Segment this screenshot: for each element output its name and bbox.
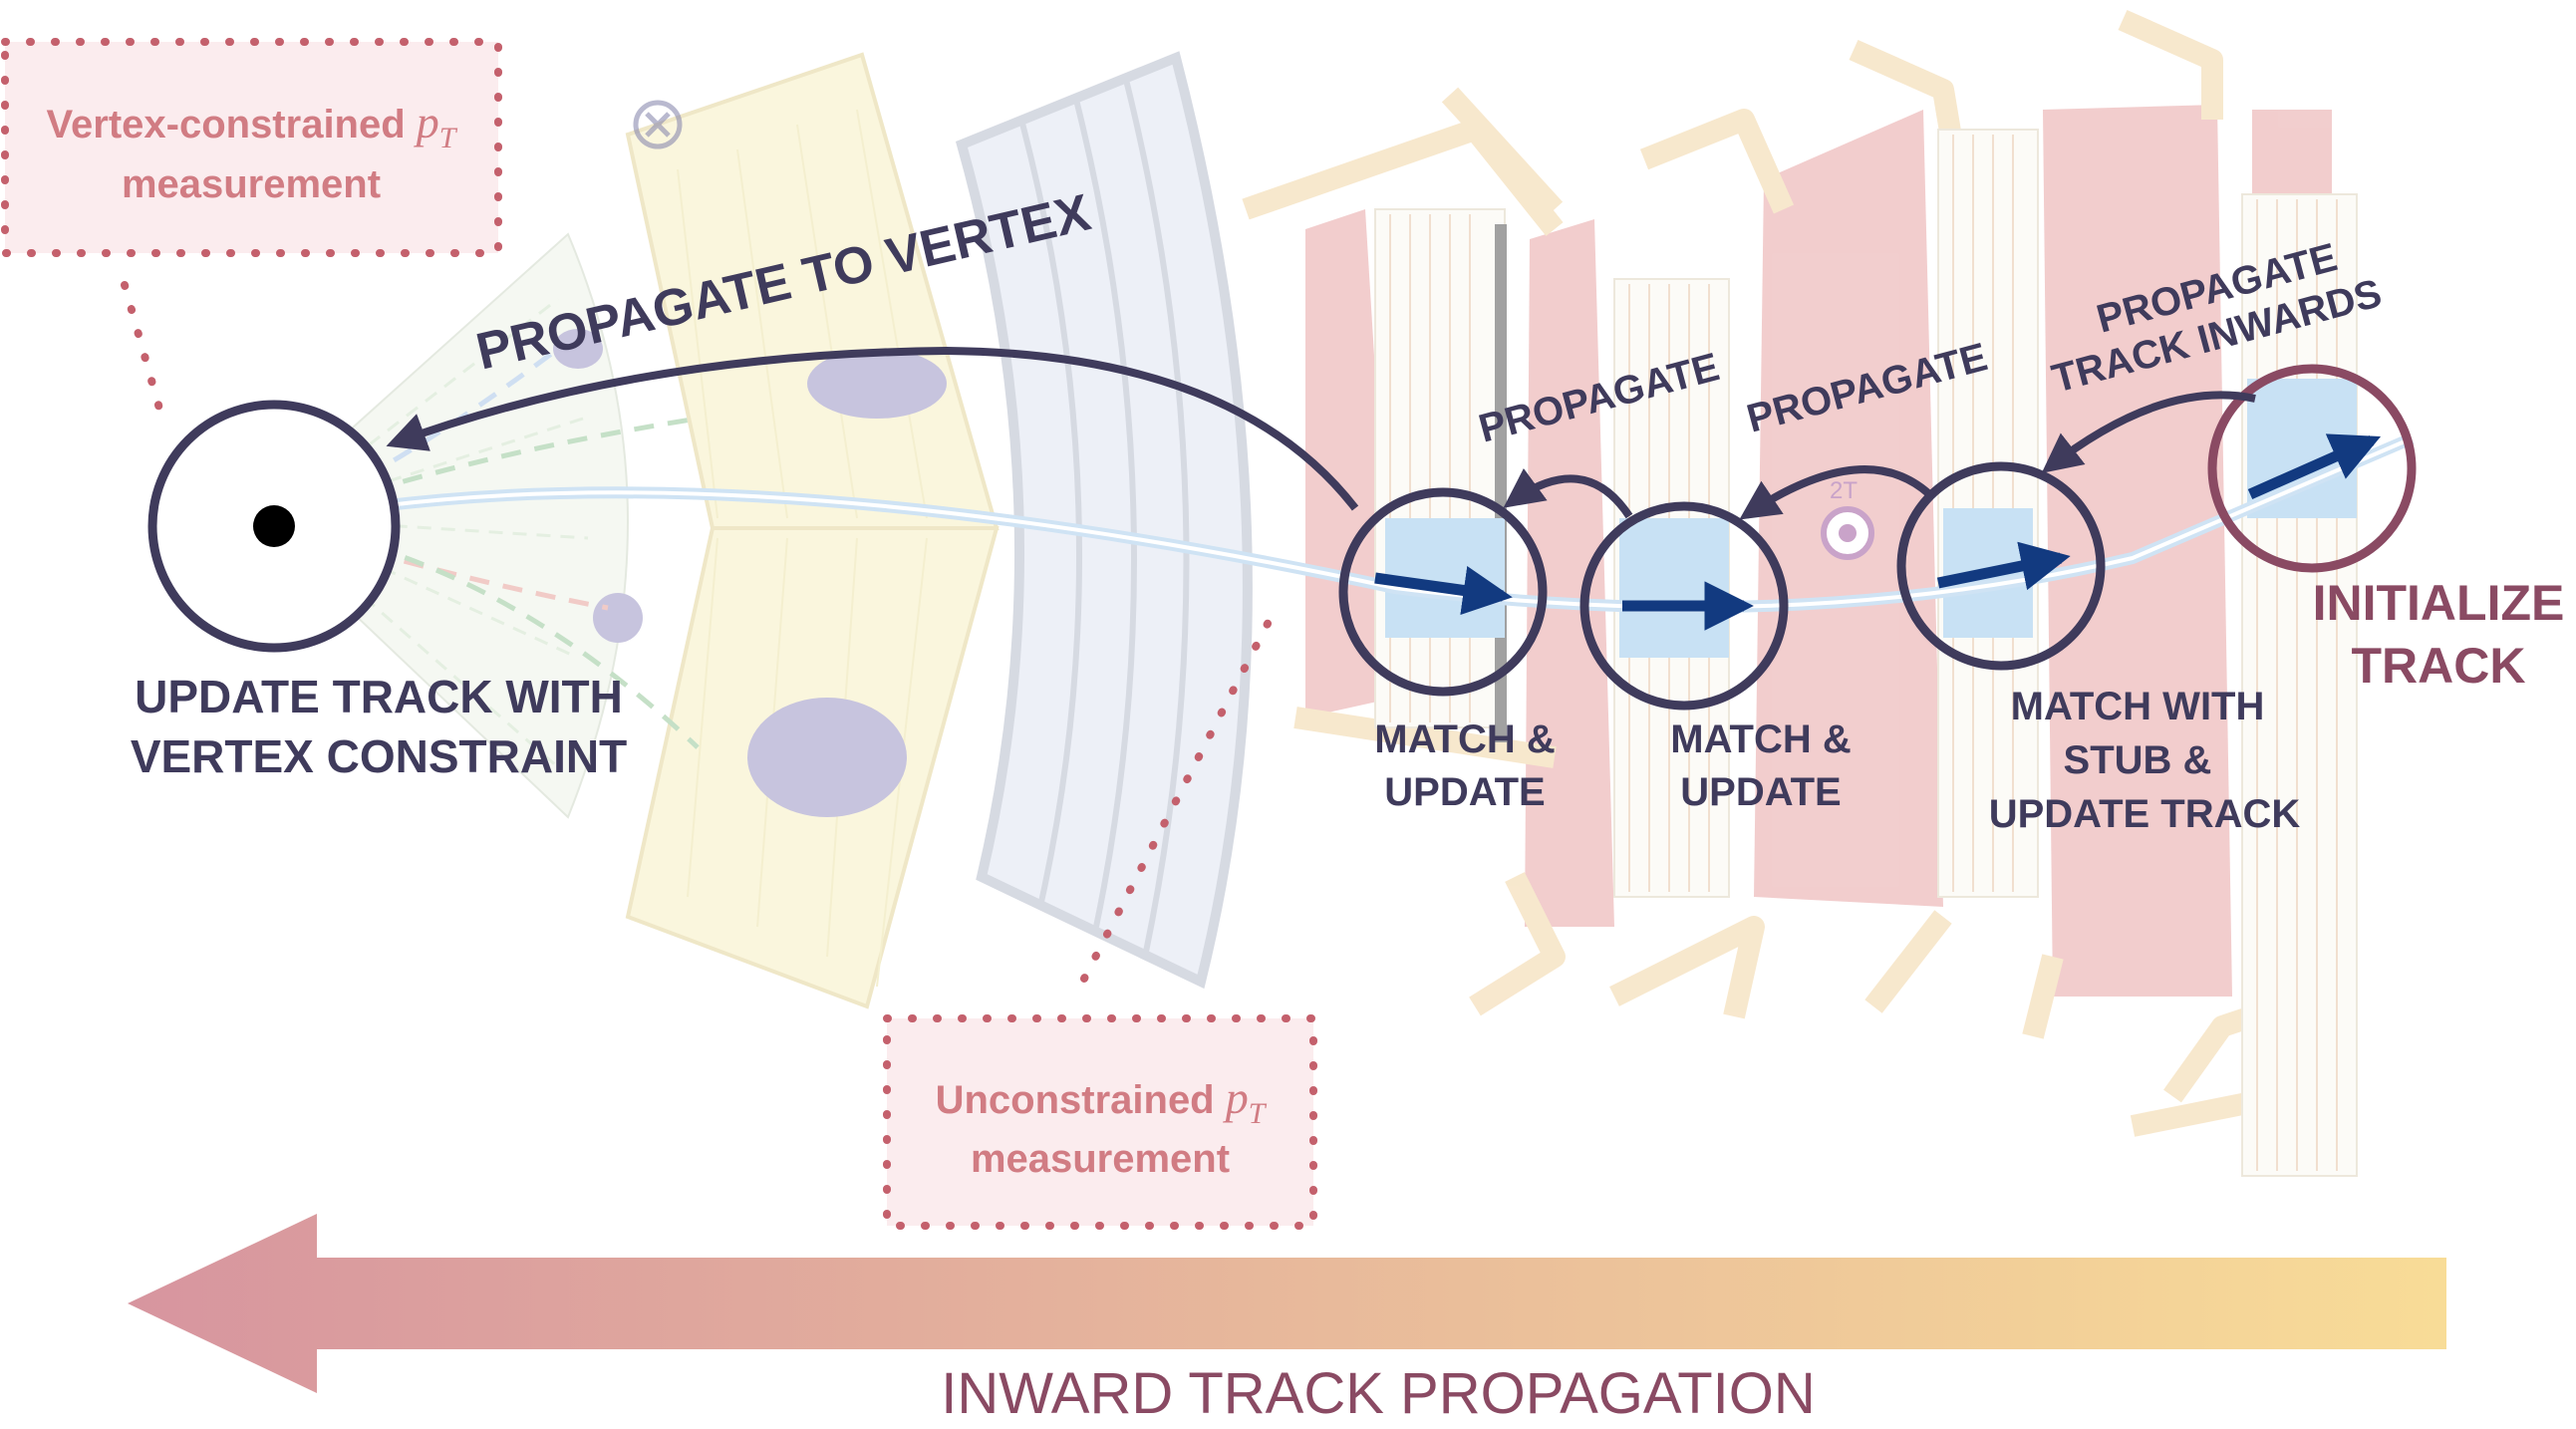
inward-propagation-arrow	[128, 1214, 2446, 1393]
initialize-line1: INITIALIZE	[2313, 575, 2565, 631]
solenoid-magnet	[955, 51, 1253, 990]
unconstrained-callout: Unconstrained pT measurement	[883, 614, 1317, 1230]
station-circle-1	[1338, 487, 1548, 697]
arrow-propagate-inwards	[2041, 391, 2256, 473]
match-update-2-line2: UPDATE	[1680, 770, 1841, 814]
uncon-box-var: p	[1223, 1072, 1249, 1123]
field-out-of-page-symbol: 2T	[1821, 477, 1874, 560]
vertex-box-var: p	[414, 97, 439, 147]
detector-background	[272, 9, 2358, 1177]
svg-text:Unconstrained pT: Unconstrained pT	[936, 1072, 1268, 1130]
field-into-page-symbol	[633, 100, 683, 149]
uncon-box-line2: measurement	[971, 1137, 1230, 1181]
station-circle-3	[1896, 461, 2106, 671]
vertex-marker	[147, 400, 401, 653]
match-update-2-line1: MATCH &	[1670, 717, 1851, 761]
svg-text:Vertex-constrained pT: Vertex-constrained pT	[47, 97, 458, 154]
arrow-propagate-to-vertex	[386, 346, 1359, 511]
match-update-1-line1: MATCH &	[1374, 717, 1555, 761]
arrow-propagate-2	[1739, 465, 1931, 520]
match-stub-line3: UPDATE TRACK	[1989, 792, 2301, 836]
uncon-box-prefix: Unconstrained	[936, 1078, 1226, 1122]
station-circle-2	[1579, 501, 1789, 711]
update-vertex-line2: VERTEX CONSTRAINT	[131, 730, 627, 782]
match-stub-line1: MATCH WITH	[2011, 685, 2265, 728]
vertex-box-sub: T	[439, 122, 458, 154]
uncon-box-sub: T	[1249, 1097, 1268, 1130]
vertex-box-line2: measurement	[122, 162, 381, 206]
vertex-dot	[253, 505, 295, 547]
vertex-constrained-callout: Vertex-constrained pT measurement	[1, 38, 502, 413]
inward-propagation-label: INWARD TRACK PROPAGATION	[941, 1361, 1816, 1426]
initial-station-circle	[2207, 364, 2417, 573]
initialize-line2: TRACK	[2352, 638, 2526, 694]
vertex-box-prefix: Vertex-constrained	[47, 103, 417, 146]
match-update-1-line2: UPDATE	[1384, 770, 1545, 814]
arrow-propagate-1	[1503, 467, 1633, 519]
update-vertex-line1: UPDATE TRACK WITH	[135, 671, 623, 722]
propagation-arrows	[386, 346, 2256, 520]
calorimeter	[625, 52, 1000, 1009]
field-strength-label: 2T	[1830, 477, 1858, 504]
match-stub-line2: STUB &	[2064, 738, 2212, 782]
